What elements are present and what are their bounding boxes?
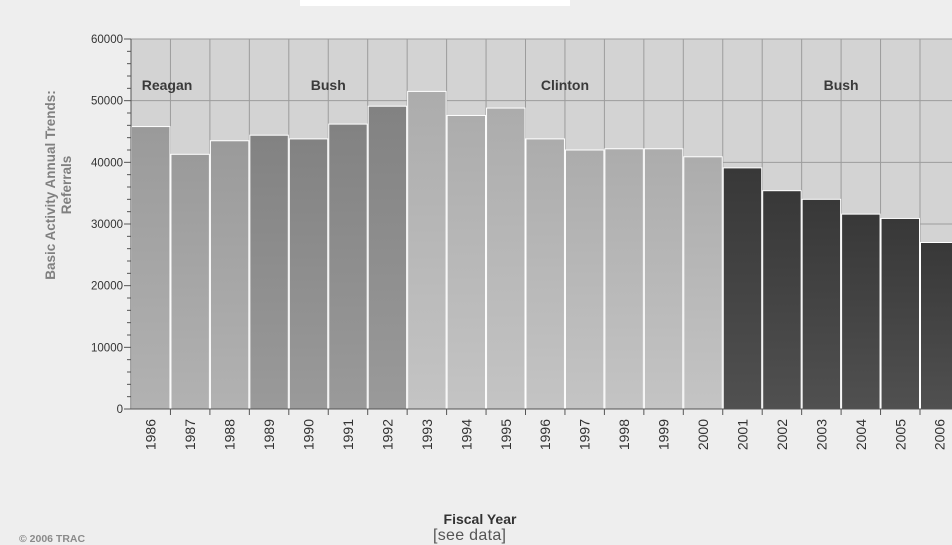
x-tick-label-1989: 1989: [261, 419, 277, 450]
x-tick-label-1987: 1987: [182, 419, 198, 450]
bar-1993: [407, 90, 447, 410]
bar-2000: [683, 156, 723, 410]
x-tick-label-1996: 1996: [537, 419, 553, 450]
x-tick-label-2001: 2001: [734, 419, 750, 450]
y-axis-title-line1: Basic Activity Annual Trends:: [43, 90, 58, 280]
x-tick-label-1988: 1988: [222, 419, 238, 450]
administration-label-reagan: Reagan: [142, 77, 193, 93]
bar-2006: [920, 242, 952, 410]
bar-1988: [209, 140, 250, 410]
y-tick-label: 30000: [91, 219, 123, 231]
copyright-text: © 2006 TRAC: [19, 533, 86, 545]
bar-1987: [170, 153, 210, 410]
bar-1997: [564, 149, 605, 410]
x-tick-label-2002: 2002: [774, 419, 790, 450]
x-tick-label-1999: 1999: [656, 419, 672, 450]
x-tick-label-1998: 1998: [616, 419, 632, 450]
x-tick-label-2003: 2003: [813, 419, 829, 450]
y-tick-label: 50000: [91, 96, 123, 108]
y-tick-label: 60000: [91, 34, 123, 46]
bar-1986: [131, 126, 171, 410]
administration-label-bush: Bush: [824, 77, 859, 93]
administration-label-clinton: Clinton: [541, 77, 589, 93]
x-axis-title: Fiscal Year: [443, 511, 517, 527]
x-tick-label-1990: 1990: [301, 419, 317, 450]
administration-label-bush: Bush: [311, 77, 346, 93]
y-tick-label: 10000: [91, 342, 123, 354]
x-tick-label-2005: 2005: [892, 419, 908, 450]
x-tick-label-1986: 1986: [143, 419, 159, 450]
x-tick-label-1991: 1991: [340, 419, 356, 450]
x-tick-label-2004: 2004: [853, 419, 869, 450]
top-strip: [300, 0, 570, 6]
x-tick-label-1992: 1992: [379, 419, 395, 450]
bar-2004: [841, 213, 881, 410]
bar-1995: [486, 107, 526, 410]
x-tick-label-1994: 1994: [458, 419, 474, 450]
y-tick-label: 20000: [91, 281, 123, 293]
bar-1998: [604, 148, 644, 410]
x-tick-label-2006: 2006: [932, 419, 948, 450]
x-tick-label-1997: 1997: [577, 419, 593, 450]
x-tick-label-2000: 2000: [695, 419, 711, 450]
x-tick-label-1995: 1995: [498, 419, 514, 450]
bar-1990: [288, 138, 329, 410]
bar-2001: [722, 167, 763, 410]
bar-2005: [880, 217, 920, 410]
bar-1996: [525, 138, 565, 410]
bar-1989: [249, 134, 289, 410]
y-tick-label: 40000: [91, 157, 123, 169]
bar-1992: [367, 105, 408, 410]
bar-1999: [643, 148, 684, 410]
see-data-link[interactable]: [see data]: [433, 527, 507, 544]
x-tick-label-1993: 1993: [419, 419, 435, 450]
y-tick-label: 0: [117, 404, 123, 416]
y-axis-title-line2: Referrals: [59, 155, 74, 215]
bar-2003: [801, 198, 842, 410]
bar-1994: [446, 114, 487, 410]
bar-2002: [762, 190, 802, 410]
bar-1991: [328, 123, 368, 410]
